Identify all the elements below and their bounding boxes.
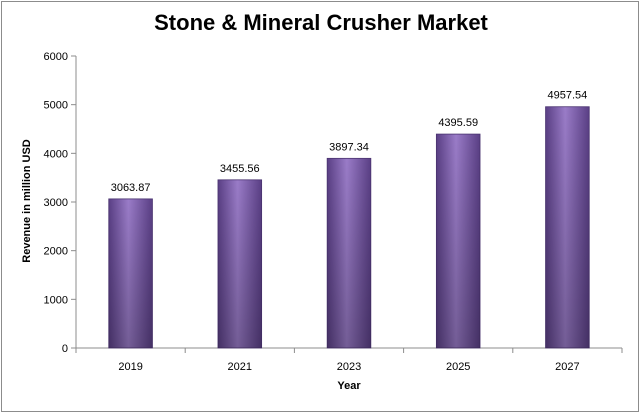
- x-tick-label: 2021: [228, 361, 252, 373]
- y-axis-title: Revenue in million USD: [21, 139, 33, 263]
- data-label-2023: 3897.34: [329, 141, 369, 153]
- bar-shade-2019: [108, 198, 153, 348]
- bar-shade-2027: [545, 106, 590, 348]
- y-tick-label: 4000: [44, 148, 68, 160]
- data-label-2021: 3455.56: [220, 163, 260, 175]
- x-tick-label: 2025: [446, 361, 470, 373]
- y-tick-label: 1000: [44, 294, 68, 306]
- x-tick-label: 2019: [118, 361, 142, 373]
- y-tick-label: 5000: [44, 100, 68, 112]
- y-tick-label: 2000: [44, 246, 68, 258]
- x-tick-label: 2027: [555, 361, 579, 373]
- data-label-2027: 4957.54: [548, 90, 588, 102]
- x-tick-label: 2023: [337, 361, 361, 373]
- bar-shade-2023: [327, 158, 371, 348]
- data-label-2019: 3063.87: [111, 182, 151, 194]
- y-tick-label: 0: [62, 343, 68, 355]
- bar-shade-2021: [217, 179, 262, 348]
- bar-shade-2025: [436, 134, 481, 348]
- chart-title: Stone & Mineral Crusher Market: [154, 10, 488, 35]
- y-tick-label: 6000: [44, 51, 68, 63]
- x-axis-title: Year: [337, 380, 361, 392]
- y-tick-label: 3000: [44, 197, 68, 209]
- data-label-2025: 4395.59: [438, 117, 478, 129]
